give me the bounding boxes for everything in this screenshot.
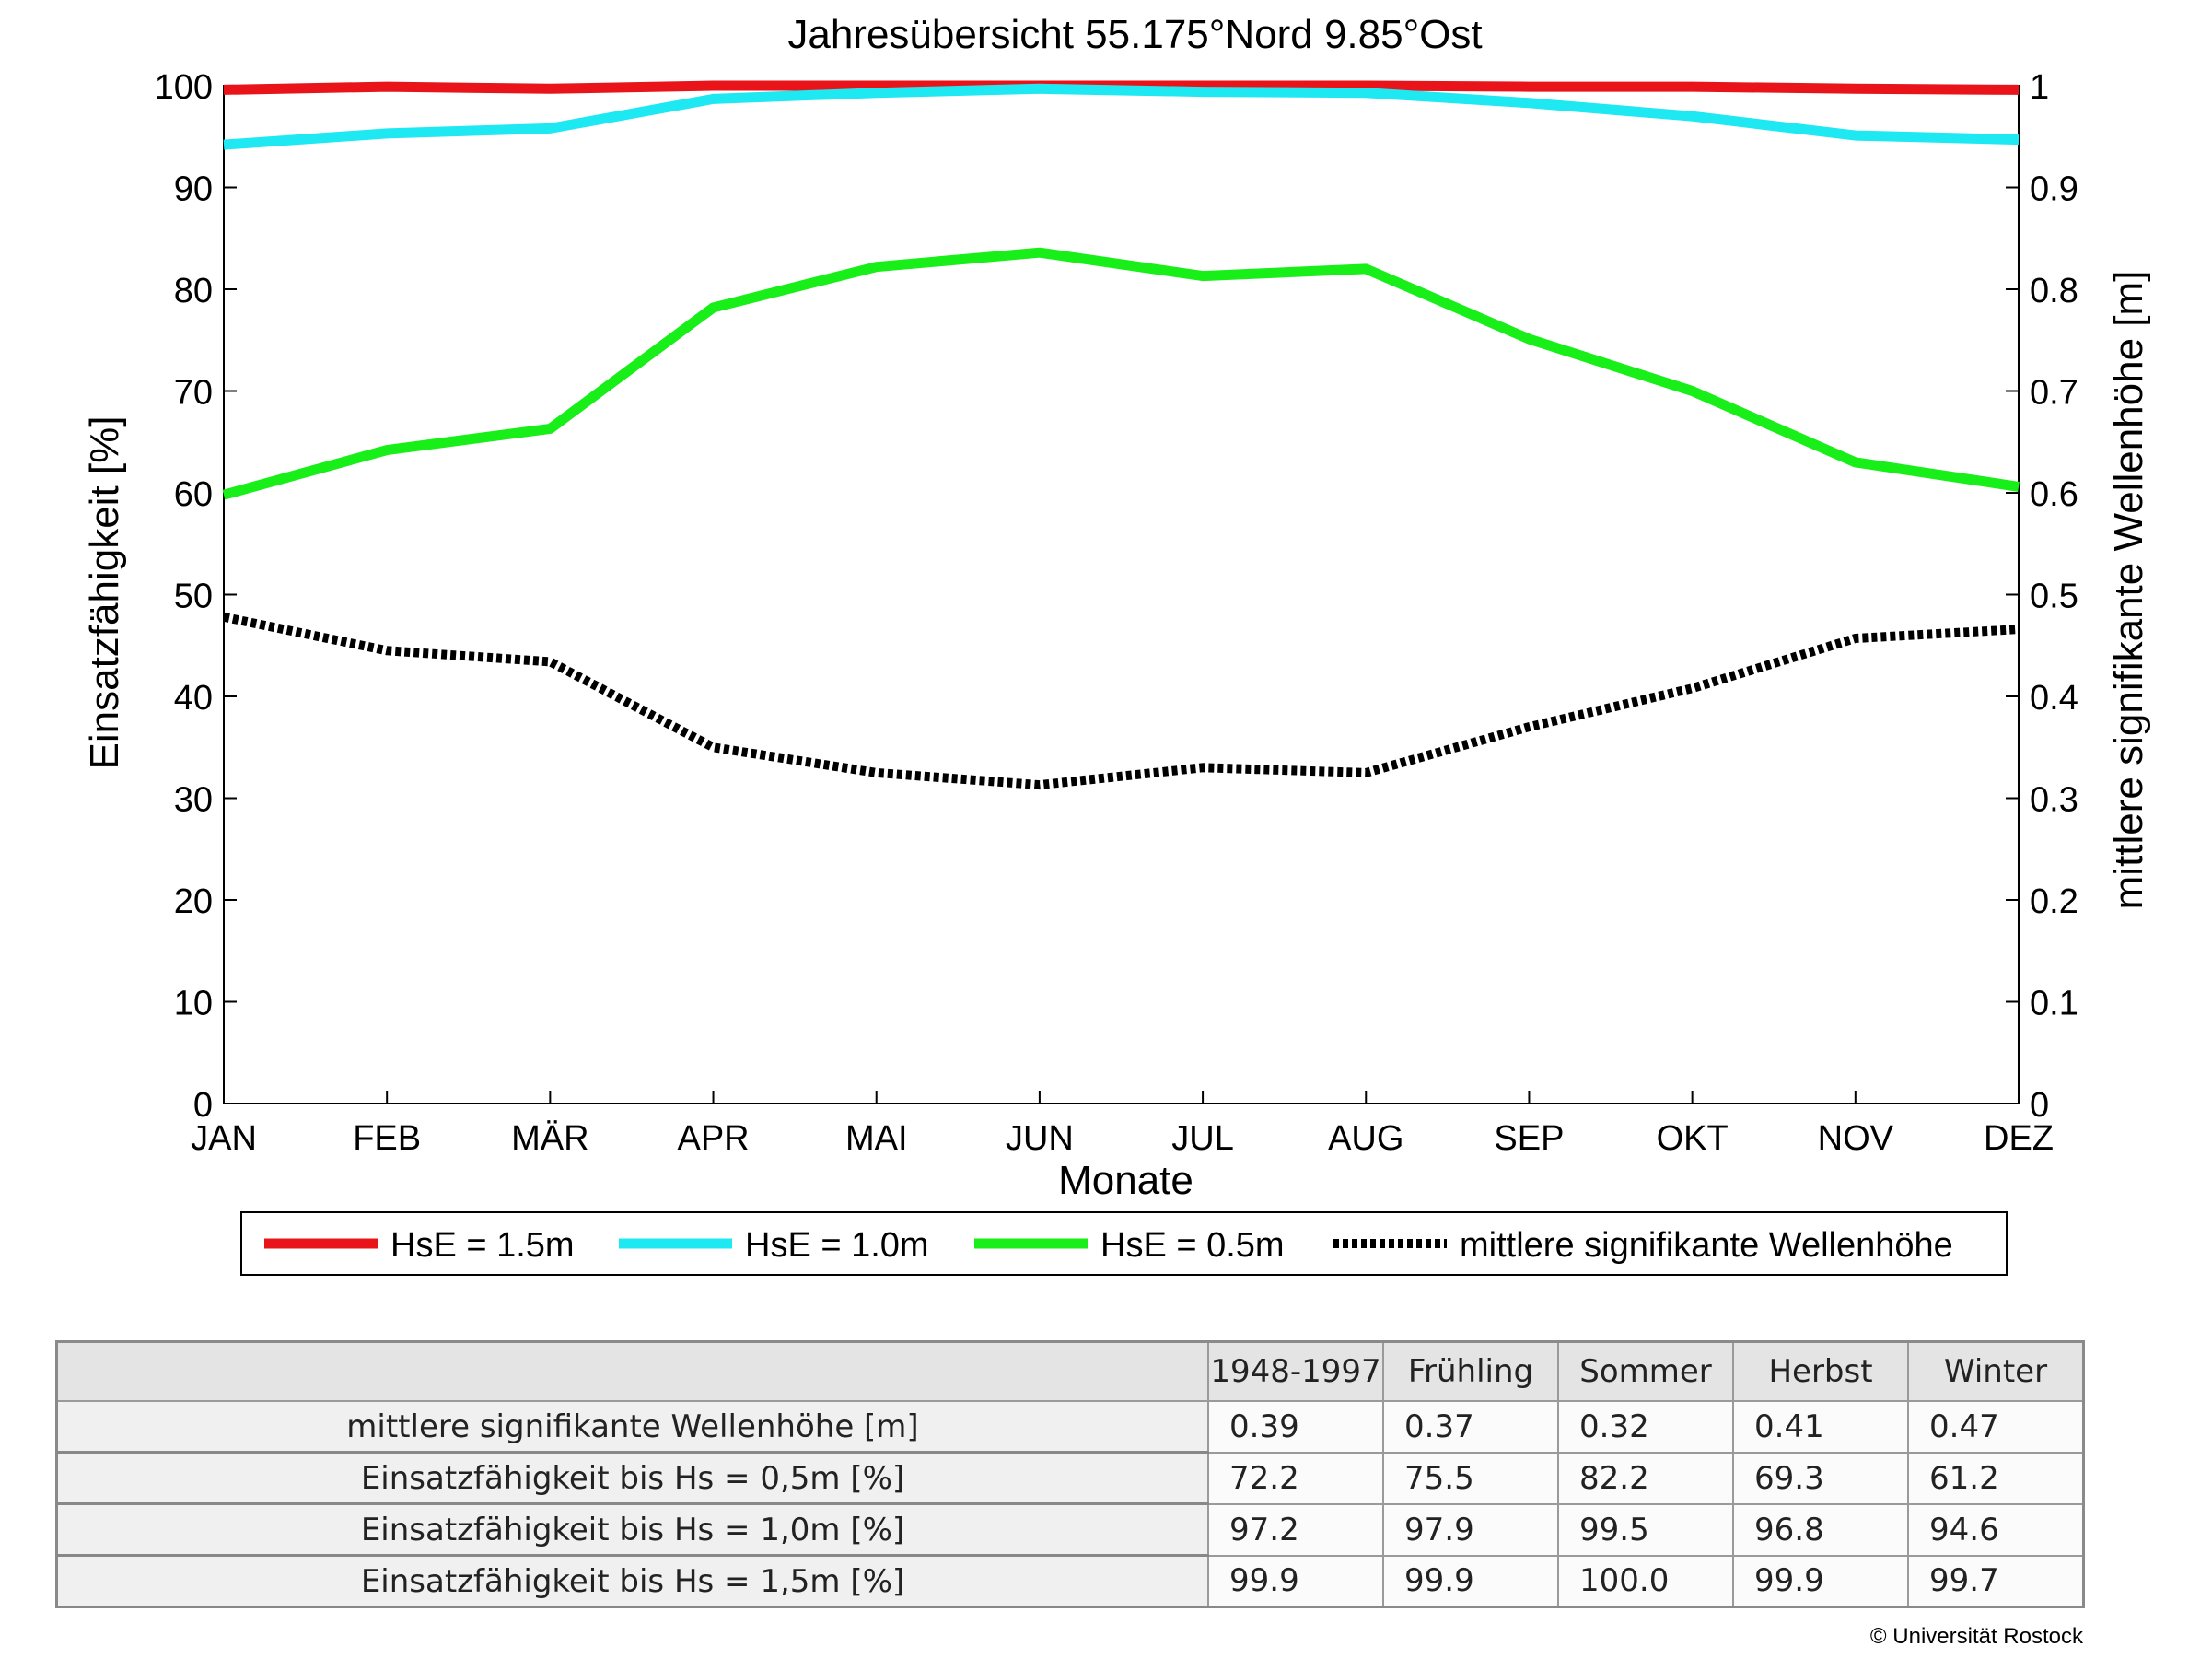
table-header-winter: Winter (1907, 1340, 2085, 1402)
y2-tick-label: 0.5 (2030, 578, 2078, 616)
table-row: Einsatzfähigkeit bis Hs = 1,0m [%] 97.2 … (55, 1502, 2085, 1557)
y-tick-label: 80 (174, 272, 213, 310)
row-label: Einsatzfähigkeit bis Hs = 0,5m [%] (55, 1451, 1209, 1505)
series-line-1 (223, 83, 2020, 150)
y-tick-label: 40 (174, 679, 213, 718)
y-tick-label: 10 (174, 985, 213, 1023)
y-tick-label: 70 (174, 374, 213, 413)
table-cell: 61.2 (1907, 1451, 2085, 1505)
y2-tick-label: 0.7 (2030, 374, 2078, 413)
x-tick-label: AUG (1328, 1119, 1403, 1158)
table-row: Einsatzfähigkeit bis Hs = 0,5m [%] 72.2 … (55, 1451, 2085, 1505)
copyright-notice: © Universität Rostock (1869, 1624, 2083, 1649)
line-chart: Jahresübersicht 55.175°Nord 9.85°Ost0102… (82, 12, 2151, 1276)
x-tick-label: NOV (1818, 1119, 1894, 1158)
table-cell: 0.32 (1557, 1400, 1734, 1454)
y-tick-label: 30 (174, 781, 213, 820)
statistics-table: 1948-1997 Frühling Sommer Herbst Winter … (55, 1340, 2085, 1608)
table-header-spring: Frühling (1382, 1340, 1559, 1402)
table-cell: 69.3 (1732, 1451, 1909, 1505)
y2-axis-label: mittlere signifikante Wellenhöhe [m] (2106, 271, 2151, 910)
x-tick-label: JUL (1171, 1119, 1234, 1158)
table-cell: 99.7 (1907, 1554, 2085, 1608)
table-cell: 0.41 (1732, 1400, 1909, 1454)
chart-area: Jahresübersicht 55.175°Nord 9.85°Ost 0 10 2… (82, 12, 2151, 1276)
x-tick-label: SEP (1494, 1119, 1564, 1158)
table-cell: 0.37 (1382, 1400, 1559, 1454)
table-header-row: 1948-1997 Frühling Sommer Herbst Winter (55, 1340, 2085, 1402)
legend-label: HsE = 0.5m (1100, 1226, 1285, 1265)
y2-tick-label: 0.2 (2030, 882, 2078, 921)
table-cell: 97.9 (1382, 1502, 1559, 1557)
table-corner-cell (55, 1340, 1209, 1402)
y-tick-label: 90 (174, 170, 213, 209)
table-cell: 96.8 (1732, 1502, 1909, 1557)
table-header-period: 1948-1997 (1207, 1340, 1384, 1402)
table-row: mittlere signifikante Wellenhöhe [m] 0.3… (55, 1400, 2085, 1454)
y-tick-label: 50 (174, 578, 213, 616)
table-cell: 82.2 (1557, 1451, 1734, 1505)
table-cell: 99.9 (1207, 1554, 1384, 1608)
y2-tick-label: 0.4 (2030, 679, 2078, 718)
y-tick-label: 100 (155, 68, 213, 107)
table-cell: 94.6 (1907, 1502, 2085, 1557)
y-axis-label: Einsatzfähigkeit [%] (82, 416, 127, 770)
y-tick-label: 20 (174, 882, 213, 921)
y-tick-label: 0 (193, 1086, 213, 1125)
y2-tick-label: 0 (2030, 1086, 2049, 1125)
y-tick-label: 60 (174, 475, 213, 514)
plot-frame (223, 85, 2020, 1104)
legend-label: mittlere signifikante Wellenhöhe (1460, 1226, 1953, 1265)
table-cell: 0.47 (1907, 1400, 2085, 1454)
table-cell: 99.5 (1557, 1502, 1734, 1557)
table-cell: 99.9 (1732, 1554, 1909, 1608)
series-line-3 (222, 612, 2020, 790)
table-header-summer: Sommer (1557, 1340, 1734, 1402)
y2-tick-label: 0.3 (2030, 781, 2078, 820)
table-cell: 100.0 (1557, 1554, 1734, 1608)
table-cell: 99.9 (1382, 1554, 1559, 1608)
table-header-autumn: Herbst (1732, 1340, 1909, 1402)
x-tick-label: MÄR (511, 1119, 588, 1158)
y2-tick-label: 0.9 (2030, 170, 2078, 209)
chart-title: Jahresübersicht 55.175°Nord 9.85°Ost (787, 12, 1482, 57)
table-cell: 75.5 (1382, 1451, 1559, 1505)
x-axis-label: Monate (1058, 1158, 1193, 1203)
table-cell: 0.39 (1207, 1400, 1384, 1454)
table-row: Einsatzfähigkeit bis Hs = 1,5m [%] 99.9 … (55, 1554, 2085, 1608)
y2-tick-label: 0.6 (2030, 475, 2078, 514)
row-label: Einsatzfähigkeit bis Hs = 1,5m [%] (55, 1554, 1209, 1608)
y2-tick-label: 0.8 (2030, 272, 2078, 310)
series-line-2 (222, 247, 2020, 500)
legend-label: HsE = 1.0m (745, 1226, 929, 1265)
x-tick-label: MAI (845, 1119, 908, 1158)
table-cell: 72.2 (1207, 1451, 1384, 1505)
x-tick-label: OKT (1657, 1119, 1729, 1158)
y2-tick-label: 1 (2030, 68, 2049, 107)
x-tick-label: FEB (353, 1119, 421, 1158)
legend-box (240, 1211, 2008, 1276)
x-tick-label: DEZ (1984, 1119, 2054, 1158)
x-tick-label: APR (677, 1119, 749, 1158)
row-label: mittlere signifikante Wellenhöhe [m] (55, 1400, 1209, 1454)
x-tick-label: JAN (191, 1119, 257, 1158)
table-cell: 97.2 (1207, 1502, 1384, 1557)
legend-label: HsE = 1.5m (390, 1226, 575, 1265)
row-label: Einsatzfähigkeit bis Hs = 1,0m [%] (55, 1502, 1209, 1557)
y2-tick-label: 0.1 (2030, 985, 2078, 1023)
x-tick-label: JUN (1006, 1119, 1074, 1158)
